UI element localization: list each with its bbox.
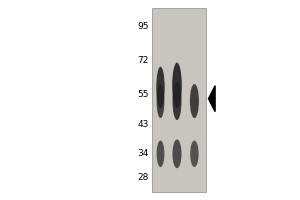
Ellipse shape xyxy=(172,63,182,108)
Text: 43: 43 xyxy=(137,120,148,129)
Ellipse shape xyxy=(172,139,182,168)
Polygon shape xyxy=(208,86,215,112)
Text: 72: 72 xyxy=(137,56,148,65)
Ellipse shape xyxy=(157,141,164,167)
Ellipse shape xyxy=(156,67,165,108)
Text: 55: 55 xyxy=(137,90,148,99)
Ellipse shape xyxy=(190,141,199,167)
Ellipse shape xyxy=(157,84,164,118)
Text: 28: 28 xyxy=(137,173,148,182)
Ellipse shape xyxy=(172,82,182,120)
Text: 34: 34 xyxy=(137,149,148,158)
Ellipse shape xyxy=(190,84,199,118)
Text: 95: 95 xyxy=(137,22,148,31)
